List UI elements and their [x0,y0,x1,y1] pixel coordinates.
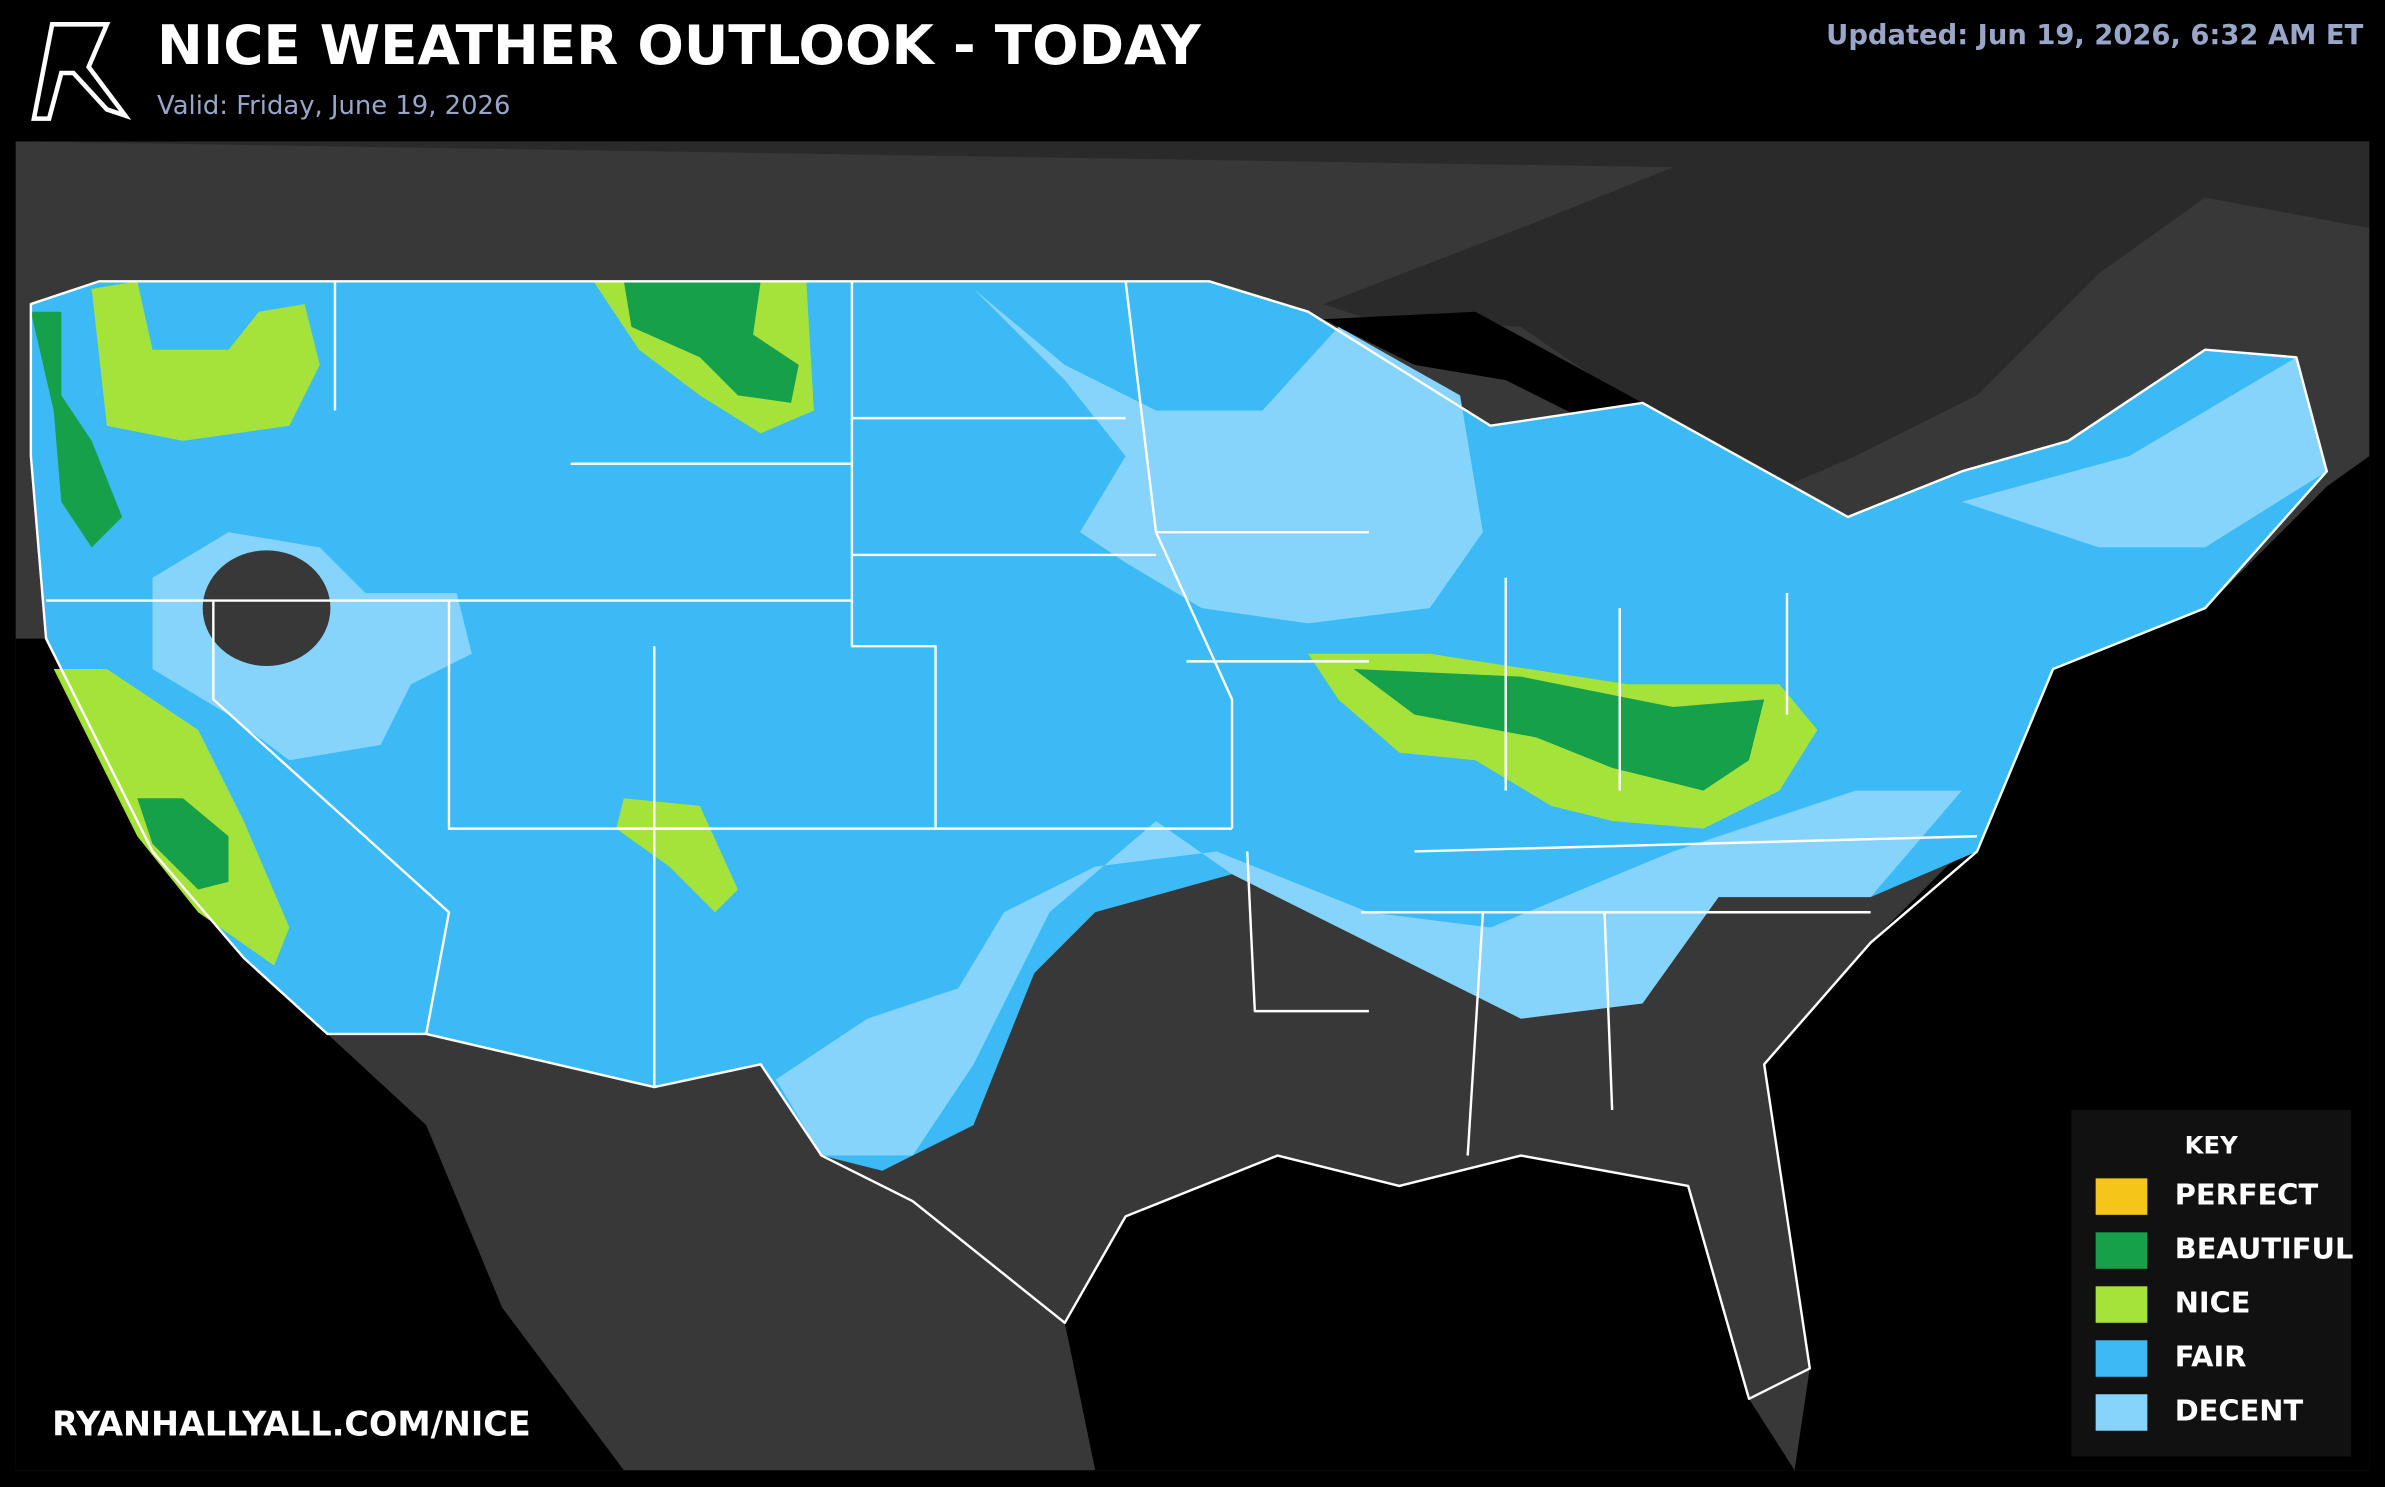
legend-label: BEAUTIFUL [2175,1232,2354,1266]
decent-region [1961,357,2327,548]
legend-items: PERFECT BEAUTIFUL NICE FAIR DECENT [2095,1178,2354,1431]
nice-region [91,281,320,441]
beautiful-region [30,311,123,548]
gulf-of-mexico [1064,1155,1795,1471]
legend-swatch [2095,1340,2148,1377]
legend-label: NICE [2175,1286,2251,1320]
fair-region [30,281,2327,1171]
legend-label: DECENT [2175,1393,2304,1427]
legend-title: KEY [2185,1130,2238,1159]
nice-region [616,798,738,913]
decent-region [775,790,1962,1156]
no-rating-region [943,874,1871,1399]
pacific-ocean [15,638,624,1471]
legend-label: FAIR [2175,1340,2247,1374]
legend-swatch [2095,1232,2148,1269]
legend-swatch [2095,1178,2148,1215]
no-rating-region [202,550,331,666]
logo [31,22,132,121]
title: NICE WEATHER OUTLOOK - TODAY [157,13,1202,77]
beautiful-region [1353,668,1765,791]
legend-label: PERFECT [2175,1178,2319,1212]
beautiful-region [137,798,229,890]
website-url[interactable]: RYANHALLYALL.COM/NICE [52,1405,531,1444]
legend-swatch [2095,1286,2148,1323]
decent-region [973,288,1483,624]
beautiful-region [623,281,799,403]
canada-water [15,141,2370,502]
updated: Updated: Jun 19, 2026, 6:32 AM ET [1826,20,2363,51]
legend-swatch [2095,1394,2148,1431]
state-borders [46,281,1978,1156]
valid-date: Valid: Friday, June 19, 2026 [157,91,510,121]
